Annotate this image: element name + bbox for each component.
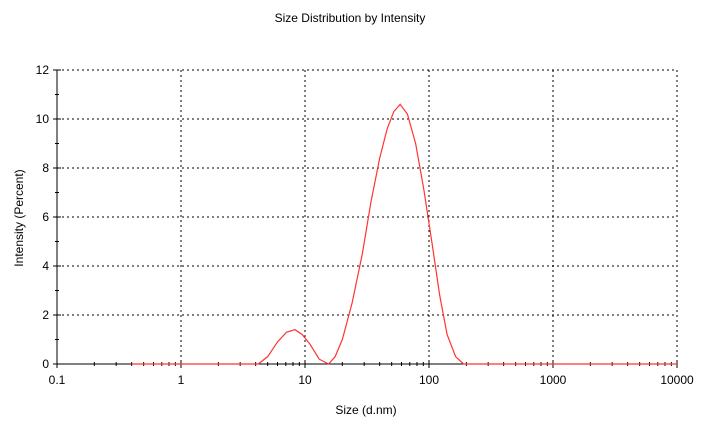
y-tick-label: 12 xyxy=(36,63,50,77)
x-tick-label: 10 xyxy=(298,373,312,387)
grid-lines xyxy=(57,69,678,364)
x-axis-label: Size (d.nm) xyxy=(335,403,396,417)
series-layer xyxy=(131,103,677,365)
y-tick-label: 0 xyxy=(42,357,49,371)
y-tick-label: 2 xyxy=(42,308,49,322)
y-tick-label: 10 xyxy=(36,112,50,126)
y-axis-label: Intensity (Percent) xyxy=(12,169,26,266)
size-distribution-line xyxy=(131,103,677,365)
tick-labels: 0 2 4 6 8 10 12 0.1 1 10 100 1000 10000 xyxy=(36,63,694,387)
y-tick-label: 8 xyxy=(42,161,49,175)
x-tick-label: 10000 xyxy=(660,373,694,387)
x-tick-label: 1 xyxy=(178,373,185,387)
y-tick-label: 4 xyxy=(42,259,49,273)
x-tick-label: 0.1 xyxy=(49,373,66,387)
y-tick-label: 6 xyxy=(42,210,49,224)
axes xyxy=(53,69,678,368)
x-tick-label: 1000 xyxy=(540,373,567,387)
x-tick-label: 100 xyxy=(419,373,439,387)
chart-title: Size Distribution by Intensity xyxy=(275,11,426,25)
